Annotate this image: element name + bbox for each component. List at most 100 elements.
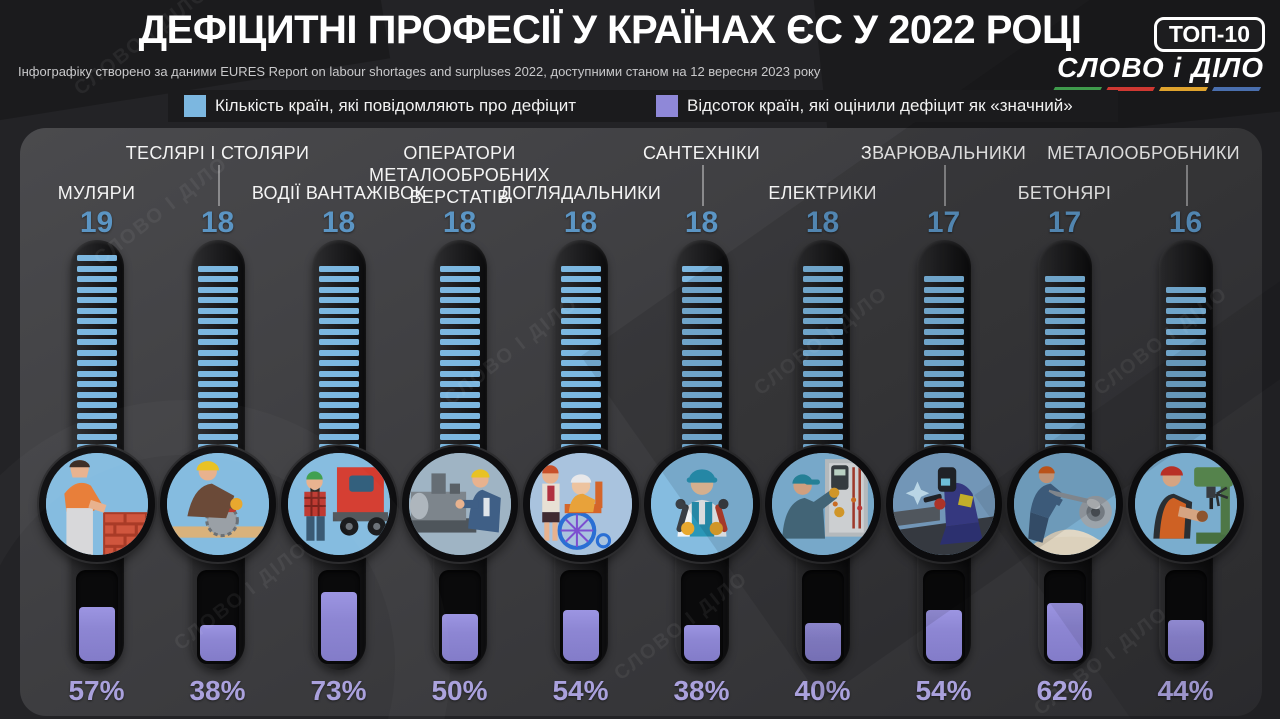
label-connector-line	[943, 165, 946, 206]
count-stripe	[560, 297, 601, 303]
label-zone: ЗВАРЮВАЛЬНИКИ	[861, 134, 1026, 206]
countries-count: 18	[200, 206, 235, 239]
percent-label: 50%	[431, 675, 488, 706]
label-zone: ДОГЛЯДАЛЬНИКИ	[500, 134, 661, 206]
count-stripe	[197, 328, 238, 335]
count-stripe	[197, 265, 238, 272]
count-stripe	[197, 307, 238, 314]
count-stripe	[923, 370, 964, 377]
profession-column: МУЛЯРИ 19 57%	[36, 134, 157, 707]
count-stripe	[681, 307, 722, 314]
source-note: Інфографіку створено за даними EURES Rep…	[18, 64, 821, 79]
profession-column: ДОГЛЯДАЛЬНИКИ 18 54%	[500, 134, 661, 707]
count-stripe	[681, 349, 722, 356]
count-stripe	[802, 349, 843, 356]
count-stripe	[76, 370, 117, 377]
count-stripe	[76, 349, 117, 356]
count-stripe	[318, 328, 359, 335]
percent-gauge-fill	[441, 614, 478, 661]
count-stripe	[1044, 339, 1085, 345]
profession-column: САНТЕХНІКИ 18 38%	[641, 134, 762, 707]
count-stripe	[197, 402, 238, 408]
percent-gauge	[1164, 570, 1207, 664]
count-stripe	[439, 381, 480, 387]
profession-column: ТЕСЛЯРІ І СТОЛЯРИ 18 38%	[126, 134, 309, 707]
concrete-worker-icon	[1013, 453, 1116, 555]
count-stripe	[318, 370, 359, 377]
count-stripe	[923, 349, 964, 356]
percent-gauge-fill	[804, 623, 841, 661]
thermometer-tube	[1006, 240, 1123, 670]
count-stripe	[1044, 318, 1085, 324]
thermometer-tube	[885, 240, 1002, 670]
count-stripe	[681, 433, 722, 440]
count-stripe	[197, 433, 238, 440]
count-stripe	[76, 276, 117, 282]
count-stripe	[318, 318, 359, 324]
count-stripe	[681, 328, 722, 335]
count-stripe	[318, 349, 359, 356]
count-stripe	[923, 328, 964, 335]
legend-item-percent: Відсоток країн, які оцінили дефіцит як «…	[655, 95, 1073, 117]
count-stripe	[1165, 370, 1206, 377]
count-stripe	[802, 391, 843, 398]
count-stripe	[1044, 328, 1085, 335]
count-stripe	[560, 402, 601, 408]
count-stripe	[76, 412, 117, 419]
count-stripe	[802, 307, 843, 314]
count-stripe	[318, 381, 359, 387]
label-zone: ТЕСЛЯРІ І СТОЛЯРИ	[126, 134, 309, 206]
count-stripe	[318, 402, 359, 408]
profession-icon	[280, 446, 397, 562]
thermometer-tube	[522, 240, 639, 670]
thermometer-tube	[280, 240, 397, 670]
count-stripe	[1044, 402, 1085, 408]
percent-gauge-fill	[925, 610, 962, 661]
profession-icon	[885, 446, 1002, 562]
legend-label: Відсоток країн, які оцінили дефіцит як «…	[686, 96, 1073, 115]
count-stripe	[923, 402, 964, 408]
percent-gauge	[196, 570, 239, 664]
count-stripe	[318, 433, 359, 440]
count-stripe	[802, 360, 843, 366]
count-stripe	[76, 265, 117, 272]
label-zone: САНТЕХНІКИ	[641, 134, 762, 206]
count-stripe	[802, 286, 843, 293]
count-stripe	[560, 286, 601, 293]
count-stripe	[923, 318, 964, 324]
count-stripe	[1044, 286, 1085, 293]
count-stripe	[681, 318, 722, 324]
profession-icon	[159, 446, 276, 562]
plumber-icon	[650, 453, 753, 555]
countries-count: 17	[1047, 206, 1082, 239]
percent-label: 54%	[915, 675, 972, 706]
count-stripe	[802, 381, 843, 387]
caregiver-icon	[529, 453, 632, 555]
blue-square-icon	[184, 95, 206, 117]
label-zone: МУЛЯРИ	[36, 134, 157, 206]
percent-gauge-fill	[683, 625, 720, 661]
label-connector-line	[1185, 165, 1188, 206]
purple-square-icon	[655, 95, 678, 117]
count-stripe	[923, 412, 964, 419]
count-stripe	[1044, 297, 1085, 303]
top10-badge: ТОП-10	[1153, 17, 1265, 52]
percent-label: 73%	[310, 675, 367, 706]
profession-label: БЕТОНЯРІ	[1017, 183, 1112, 203]
count-stripes	[439, 248, 480, 450]
profession-icon	[38, 446, 155, 562]
count-stripe	[76, 286, 117, 293]
profession-column: БЕТОНЯРІ 17 62%	[1004, 134, 1125, 707]
countries-count: 18	[442, 206, 477, 239]
count-stripe	[318, 276, 359, 282]
count-stripe	[318, 297, 359, 303]
thermometer-tube	[1127, 240, 1244, 670]
count-stripe	[1044, 391, 1085, 398]
percent-gauge	[317, 570, 360, 664]
count-stripe	[439, 307, 480, 314]
count-stripe	[560, 370, 601, 377]
count-stripe	[1165, 423, 1206, 429]
label-zone: МЕТАЛООБРОБНИКИ	[1047, 134, 1246, 206]
percent-gauge	[1043, 570, 1086, 664]
